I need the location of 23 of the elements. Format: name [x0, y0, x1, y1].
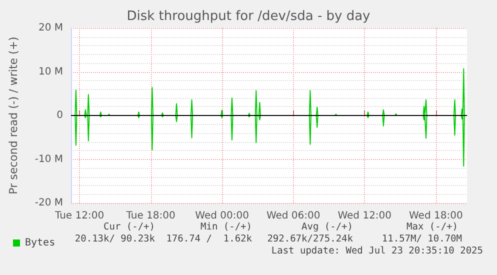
text: 11.57M/ 10.70M	[382, 234, 462, 244]
x-tick-label: Tue 18:00	[125, 210, 176, 222]
x-tick-label: Wed 12:00	[338, 210, 392, 222]
text: Max (-/+)	[406, 222, 458, 232]
chart-title: Disk throughput for /dev/sda - by day	[126, 9, 371, 24]
y-tick-label: -20 M	[34, 198, 63, 208]
y-axis-title: Pr second read (-) / write (+)	[7, 36, 20, 194]
y-tick-label: 10 M	[38, 66, 63, 78]
y-tick-label: 20 M	[38, 22, 63, 34]
legend-label: Bytes	[25, 238, 56, 248]
x-tick-label: Wed 06:00	[266, 210, 320, 222]
text: Cur (-/+)	[104, 222, 155, 232]
text: Min (-/+)	[200, 222, 252, 232]
x-tick-label: Wed 00:00	[195, 210, 249, 222]
text: Last update: Wed Jul 23 20:35:10 2025	[271, 246, 483, 256]
text: 20.13k/ 90.23k	[74, 234, 156, 244]
text: Avg (-/+)	[302, 222, 353, 232]
text: 176.74 / 1.62k	[166, 234, 252, 244]
x-tick-label: Wed 18:00	[409, 210, 463, 222]
y-tick-label: 0	[56, 110, 63, 121]
y-tick-label: -10 M	[34, 154, 63, 165]
text: 292.67k/275.24k	[267, 234, 354, 244]
x-tick-label: Tue 12:00	[54, 210, 104, 222]
